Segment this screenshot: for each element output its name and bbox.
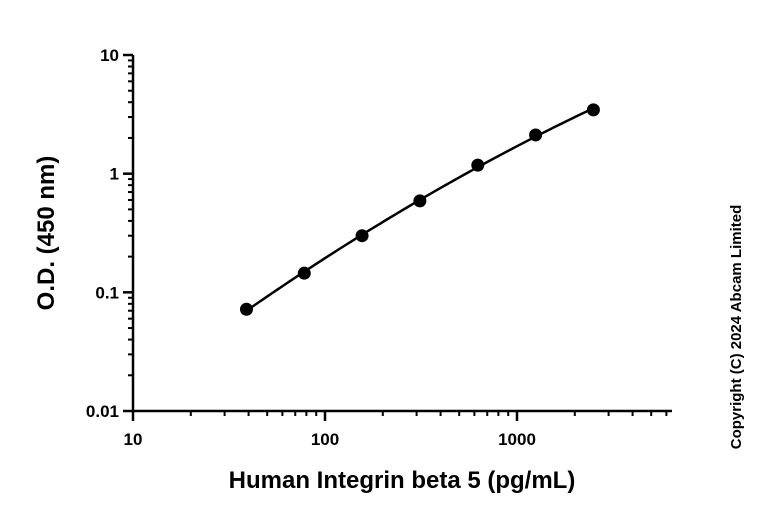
axes (131, 55, 672, 413)
ticks: 0.01 0.1 1 10 10 100 1000 (86, 46, 668, 449)
data-point (586, 103, 600, 117)
data-point (471, 158, 485, 172)
y-tick-label: 0.01 (86, 402, 119, 421)
data-point (529, 128, 543, 142)
x-tick-label: 100 (311, 430, 339, 449)
data-point (239, 302, 253, 316)
data-point (413, 194, 427, 208)
x-axis-title: Human Integrin beta 5 (pg/mL) (229, 467, 576, 494)
y-tick-label: 0.1 (95, 283, 119, 302)
y-tick-label: 10 (100, 46, 119, 65)
y-tick-label: 1 (110, 165, 119, 184)
data-points (239, 103, 600, 316)
fit-curve (245, 107, 594, 312)
y-axis-title: O.D. (450 nm) (33, 156, 60, 311)
x-tick-label: 1000 (498, 430, 536, 449)
data-point (297, 266, 311, 280)
data-point (355, 229, 369, 243)
x-tick-label: 10 (124, 430, 143, 449)
copyright-text: Copyright (C) 2024 Abcam Limited (728, 205, 745, 449)
